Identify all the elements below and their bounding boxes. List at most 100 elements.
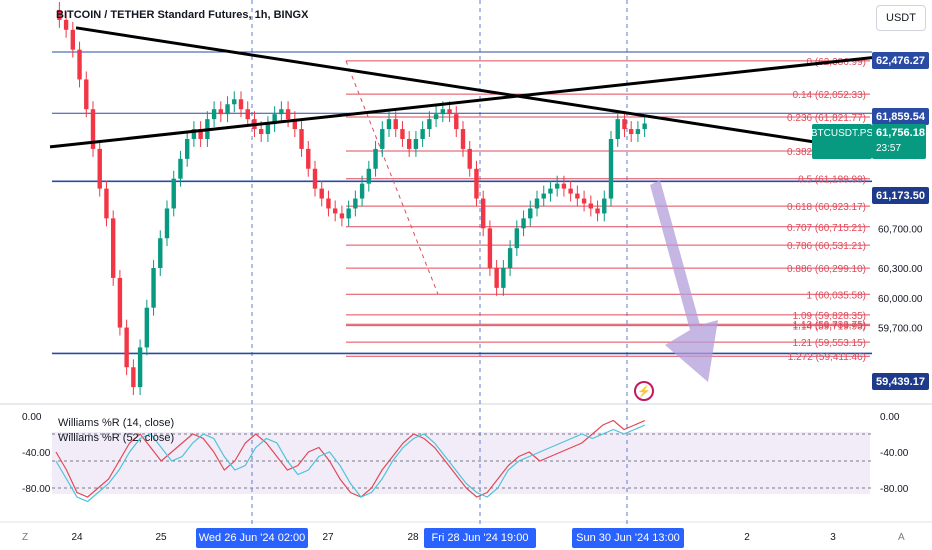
candle-body-15 [158,238,163,269]
x-axis-label-1: 25 [155,532,167,543]
candle-body-66 [501,268,506,288]
candle-body-67 [507,248,513,269]
price-axis-tick-2: 60,700.00 [878,224,923,235]
candle-body-25 [225,104,230,115]
wr-right-tick-2: -80.00 [880,484,909,495]
x-axis-label-2: 27 [322,532,334,543]
candle-body-84 [622,119,627,130]
lightning-icon[interactable]: ⚡ [634,381,654,401]
candle-body-43 [346,208,351,219]
candle-body-36 [299,129,304,149]
candle-body-58 [447,109,452,115]
x-axis-label-0: 24 [71,532,83,543]
candle-body-50 [393,119,398,130]
candle-body-33 [279,109,284,115]
candle-body-79 [588,203,594,209]
candle-body-47 [373,148,378,169]
candle-body-65 [494,268,499,288]
candle-body-55 [427,119,432,130]
timezone-glyph: Z [22,532,28,543]
chart-title: BITCOIN / TETHER Standard Futures, 1h, B… [56,9,309,21]
fib-diagonal [345,60,439,295]
candle-body-17 [171,178,176,209]
fib-label-14: 1.272 (59,411.46) [788,352,866,363]
fib-label-13: 1.21 (59,553.15) [793,338,866,349]
williams-r-14-label[interactable]: Williams %R (14, close) [58,417,175,429]
date-tag-fri-28: Fri 28 Jun '24 19:00 [424,528,536,548]
candle-body-3 [77,49,82,80]
trend-line-descending [75,26,873,153]
fib-label-2: 0.236 (61,821.77) [787,113,866,124]
candle-body-60 [460,129,466,149]
candle-body-76 [568,188,573,194]
ticker-tag: BTCUSDT.PS [811,124,873,159]
candle-body-71 [534,198,540,209]
live-price: 61,756.18 [876,127,925,139]
candle-body-54 [420,129,425,139]
candle-body-42 [339,213,345,219]
candle-body-44 [353,198,358,209]
candle-body-64 [487,228,493,269]
trend-line-ascending [49,56,873,149]
price-axis-tick-5: 59,700.00 [878,324,923,335]
candle-body-48 [380,129,385,149]
wr-left-tick-0: 0.00 [22,412,42,423]
fib-label-6: 0.707 (60,715.21) [787,223,866,234]
x-axis-label-4: 2 [744,532,750,543]
candle-body-59 [454,114,459,130]
candle-body-75 [561,183,567,189]
candle-body-4 [84,79,89,110]
candle-body-32 [272,114,277,125]
candle-body-68 [514,228,520,249]
candle-body-0 [57,9,62,20]
fib-label-9: 1 (60,035.58) [807,290,867,301]
candle-body-40 [326,198,331,209]
fib-label-10: 1.09 (59,828.35) [793,311,866,322]
candle-body-45 [359,183,365,199]
candle-body-19 [184,138,190,159]
candle-body-11 [131,367,136,388]
candle-body-72 [541,193,546,199]
candle-body-62 [474,168,479,199]
candle-body-20 [191,129,197,139]
williams-r-52-label[interactable]: Williams %R (52, close) [58,432,175,444]
wr-right-tick-1: -40.00 [880,448,909,459]
candle-body-70 [528,208,533,219]
date-tag-sun-30: Sun 30 Jun '24 13:00 [572,528,684,548]
wr-right-tick-0: 0.00 [880,412,900,423]
live-price-tag: 61,756.18 23:57 [872,124,926,159]
wr-left-tick-2: -80.00 [22,484,51,495]
wr-series-0 [55,419,646,498]
candle-body-9 [117,277,123,328]
candle-body-27 [238,99,244,110]
candle-body-73 [548,188,553,194]
fib-label-1: 0.14 (62,052.33) [793,90,866,101]
wr-series-1 [55,424,646,503]
candle-body-7 [104,188,109,219]
candle-body-23 [211,109,217,120]
candle-body-18 [178,158,183,179]
candle-body-52 [406,138,412,149]
candle-body-39 [319,188,324,199]
currency-button[interactable]: USDT [876,5,926,31]
candle-body-86 [635,129,641,135]
candle-body-10 [124,327,129,368]
candle-body-61 [467,148,472,169]
fib-label-5: 0.618 (60,923.17) [787,202,866,213]
x-axis-label-3: 28 [407,532,419,543]
candle-body-83 [615,119,620,139]
candle-body-30 [258,129,264,135]
candle-body-31 [265,124,271,135]
candle-body-12 [137,347,143,388]
x-axis-label-5: 3 [830,532,836,543]
fib-label-4: 0.5 (61,199.99) [798,175,866,186]
candle-body-77 [575,193,580,199]
candle-body-37 [306,148,311,169]
price-axis-tick-3: 60,300.00 [878,264,923,275]
candle-body-56 [433,114,439,120]
candle-body-5 [90,109,96,149]
candle-body-21 [198,129,203,139]
candle-body-46 [366,168,372,184]
wr-band [52,432,870,494]
